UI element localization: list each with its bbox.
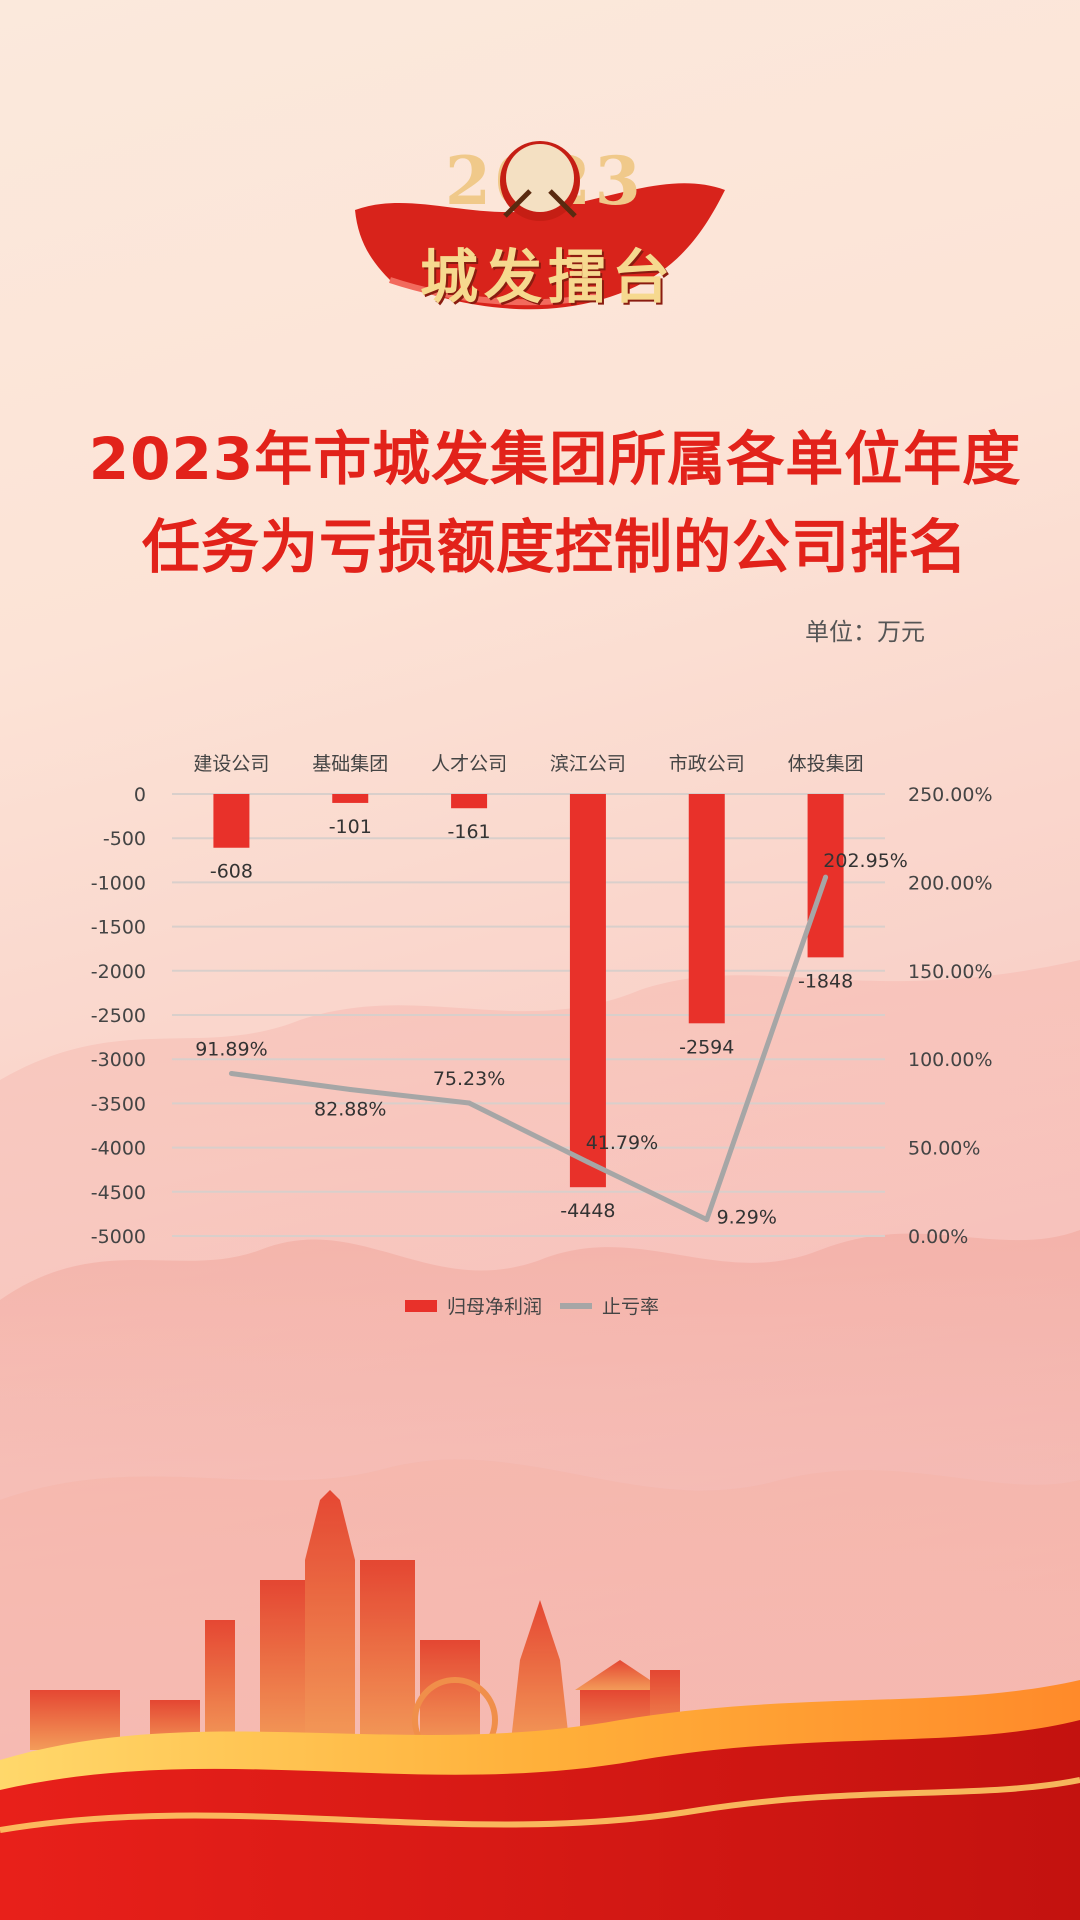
ribbon-graphic [355, 183, 725, 310]
bar [332, 794, 369, 803]
left-tick-label: -4500 [91, 1182, 146, 1204]
right-axis-ticks: 250.00% 200.00% 150.00% 100.00% 50.00% 0.00% [908, 784, 993, 1248]
bar [569, 794, 606, 1188]
left-tick-label: -1500 [91, 917, 146, 939]
legend-swatch-bar [405, 1299, 437, 1312]
legend-item-line: 止亏率 [560, 1292, 659, 1319]
line-point [347, 1086, 353, 1092]
logo-name: 城发擂台 [420, 243, 677, 311]
category-label: 体投集团 [788, 753, 864, 775]
bar-data-label: -2594 [679, 1036, 734, 1058]
right-tick-label: 250.00% [908, 784, 993, 806]
left-tick-label: 0 [134, 784, 146, 806]
bar-data-label: -1848 [798, 970, 853, 992]
line-data-label: 91.89% [195, 1039, 267, 1061]
line-path [231, 876, 828, 1223]
right-tick-label: 150.00% [908, 961, 993, 983]
category-label: 建设公司 [193, 753, 269, 775]
line-point [823, 874, 829, 880]
line-data-label: 41.79% [586, 1132, 658, 1154]
drum-icon [500, 141, 580, 221]
bar-data-label: -608 [210, 861, 253, 883]
page-title-line-1: 2023年市城发集团所属各单位年度 [88, 425, 1022, 493]
left-tick-label: -2000 [91, 961, 146, 983]
left-tick-label: -3500 [91, 1093, 146, 1115]
legend-swatch-line [560, 1302, 593, 1309]
legend-item-bar: 归母净利润 [405, 1292, 542, 1319]
line-point [704, 1217, 710, 1223]
left-tick-label: -1000 [91, 872, 146, 894]
bar-data-label: -101 [329, 816, 372, 838]
category-labels: 建设公司 基础集团 人才公司 滨江公司 市政公司 体投集团 [193, 753, 863, 775]
page-title-line-2: 任务为亏损额度控制的公司排名 [141, 513, 968, 581]
left-tick-label: -500 [103, 828, 146, 850]
line-data-label: 9.29% [717, 1207, 777, 1229]
left-tick-label: -2500 [91, 1005, 146, 1027]
bar-data-label: -4448 [560, 1200, 615, 1222]
line-data-label: 82.88% [314, 1098, 386, 1120]
line-series [228, 874, 829, 1223]
line-point [466, 1100, 472, 1106]
left-axis-ticks: 0 -500 -1000 -1500 -2000 -2500 -3000 -3500 -4000… [91, 784, 146, 1248]
line-data-labels: 91.89% 82.88% 75.23% 41.79% 9.29% 202.95% [195, 850, 908, 1228]
line-data-label: 75.23% [433, 1068, 505, 1090]
grid-lines [172, 793, 885, 1237]
category-label: 人才公司 [431, 753, 507, 775]
category-label: 基础集团 [312, 753, 388, 775]
bar [451, 794, 488, 809]
category-label: 市政公司 [669, 753, 745, 775]
chart-legend: 归母净利润 止亏率 [405, 1292, 659, 1319]
right-tick-label: 0.00% [908, 1226, 968, 1248]
legend-label-bar: 归母净利润 [447, 1296, 543, 1318]
line-data-label: 202.95% [823, 850, 908, 872]
bar [213, 794, 250, 848]
unit-label: 单位：万元 [805, 618, 925, 646]
right-tick-label: 50.00% [908, 1138, 980, 1160]
right-tick-label: 200.00% [908, 872, 993, 894]
bar-data-label: -161 [448, 821, 491, 843]
bar [688, 794, 725, 1024]
left-tick-label: -4000 [91, 1138, 146, 1160]
line-point [585, 1159, 591, 1165]
event-logo: 2023 城发擂台 [350, 130, 730, 330]
left-tick-label: -5000 [91, 1226, 146, 1248]
combo-chart: 0 -500 -1000 -1500 -2000 -2500 -3000 -3500 -4000… [91, 753, 993, 1248]
category-label: 滨江公司 [550, 753, 626, 775]
legend-label-line: 止亏率 [602, 1296, 660, 1318]
bar-data-labels: -608 -101 -161 -4448 -2594 -1848 [210, 816, 853, 1222]
line-point [228, 1071, 234, 1077]
left-tick-label: -3000 [91, 1049, 146, 1071]
right-tick-label: 100.00% [908, 1049, 993, 1071]
bar-series [213, 794, 844, 1188]
